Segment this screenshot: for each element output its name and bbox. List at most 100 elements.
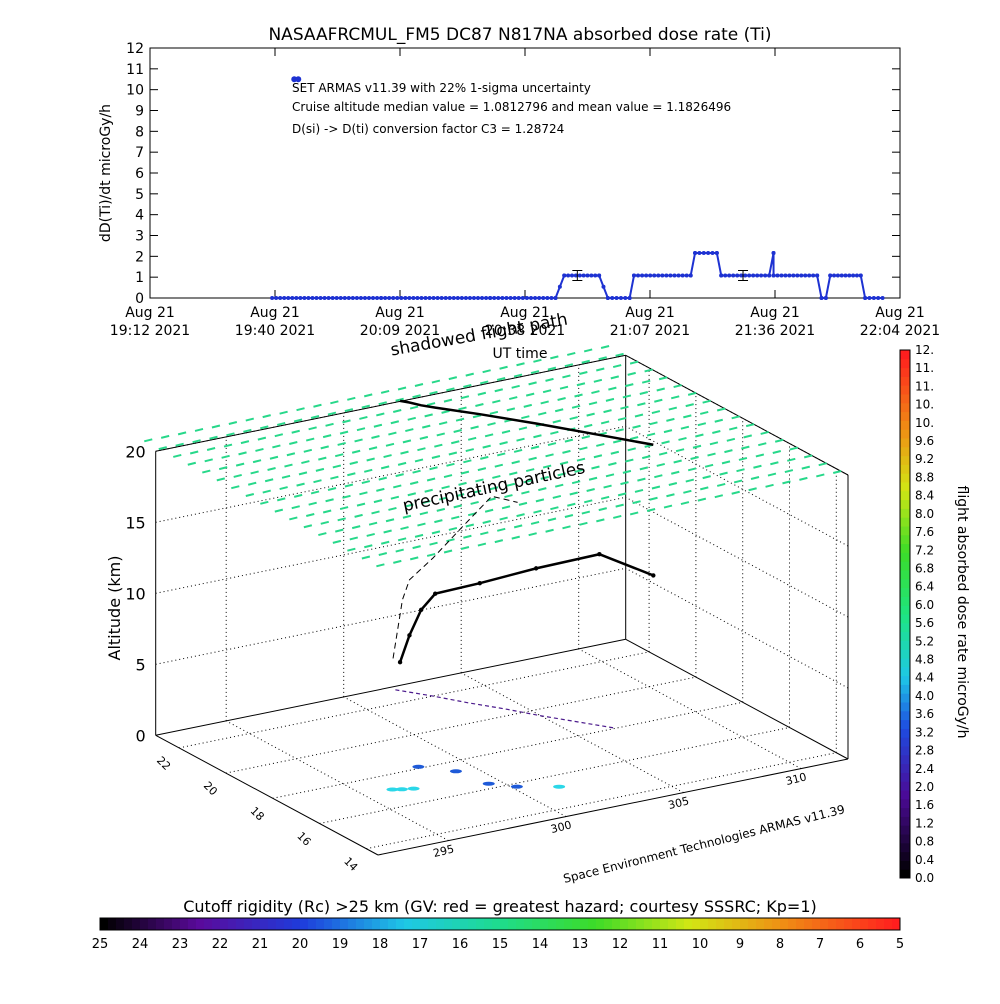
precipitating-particles-label: precipitating particles xyxy=(401,458,587,516)
particle-mark xyxy=(472,489,482,494)
bottom-colorbar-cell xyxy=(548,918,557,930)
flight-path-point xyxy=(433,591,438,596)
particle-mark xyxy=(426,552,436,557)
dose-rate-point xyxy=(569,273,574,278)
particle-mark xyxy=(293,418,303,423)
particle-mark xyxy=(475,478,484,483)
particle-mark xyxy=(731,490,740,495)
particle-mark xyxy=(218,466,228,471)
right-colorbar-cell xyxy=(900,728,910,738)
bottom-colorbar-cell xyxy=(772,918,781,930)
right-colorbar-cell xyxy=(900,499,910,509)
bottom-colorbar-cell xyxy=(156,918,165,930)
particle-mark xyxy=(245,493,255,497)
particle-mark xyxy=(380,389,390,394)
right-colorbar-cell xyxy=(900,658,910,668)
top-y-tick-label: 4 xyxy=(135,208,144,224)
particle-mark xyxy=(596,442,605,447)
particle-mark xyxy=(629,511,639,516)
dose-rate-point xyxy=(771,251,776,255)
dose-rate-point xyxy=(354,296,359,300)
particle-mark xyxy=(383,454,392,459)
particle-mark xyxy=(177,431,187,436)
bottom-colorbar-cell xyxy=(588,918,597,930)
particle-mark xyxy=(446,387,455,392)
particle-mark xyxy=(412,394,421,399)
particle-mark xyxy=(714,494,724,499)
right-colorbar-cell xyxy=(900,482,910,492)
dose-rate-point xyxy=(803,273,808,278)
particle-mark xyxy=(663,429,673,434)
dose-rate-point xyxy=(371,296,376,300)
bottom-colorbar-tick: 5 xyxy=(896,937,904,952)
bottom-colorbar-cell xyxy=(324,918,333,930)
top-y-tick-label: 2 xyxy=(135,249,144,265)
bottom-colorbar-cell xyxy=(260,918,269,930)
particle-mark xyxy=(347,396,356,401)
particle-mark xyxy=(538,411,547,416)
particle-mark xyxy=(318,456,327,461)
dose-rate-point xyxy=(322,296,327,300)
side-wall-grid xyxy=(625,567,849,689)
right-colorbar-cell xyxy=(900,561,910,571)
right-colorbar-cell xyxy=(900,411,910,421)
dose-rate-point xyxy=(819,296,824,300)
particle-mark xyxy=(683,489,692,494)
particle-mark xyxy=(240,440,250,445)
particle-mark xyxy=(453,429,462,433)
top-x-tick-time: 21:36 2021 xyxy=(735,323,815,339)
particle-mark xyxy=(390,495,400,500)
bottom-colorbar-cell xyxy=(452,918,461,930)
top-x-tick-time: 20:09 2021 xyxy=(360,323,440,339)
dose-rate-point xyxy=(640,273,645,278)
dose-rate-point xyxy=(541,296,546,300)
particle-mark xyxy=(269,455,279,460)
right-colorbar-cell xyxy=(900,394,910,404)
particle-mark xyxy=(376,487,385,492)
dose-rate-point xyxy=(614,296,619,300)
right-colorbar-cell xyxy=(900,719,910,729)
dose-rate-point xyxy=(447,296,452,300)
dose-rate-point xyxy=(500,296,505,300)
particle-mark xyxy=(489,410,499,415)
bottom-colorbar-cell xyxy=(852,918,861,930)
particle-mark xyxy=(646,432,656,437)
dose-rate-point xyxy=(358,296,363,300)
particle-mark xyxy=(530,370,540,375)
right-colorbar-cell xyxy=(900,578,910,589)
particle-mark xyxy=(784,469,794,474)
top-annotations: SET ARMAS v11.39 with 22% 1-sigma uncert… xyxy=(292,81,731,136)
particle-mark xyxy=(335,528,344,533)
particle-mark xyxy=(308,501,317,506)
particle-mark xyxy=(542,389,552,394)
bottom-colorbar-cell xyxy=(868,918,877,930)
particle-mark xyxy=(726,437,736,442)
particle-mark xyxy=(231,485,240,490)
particle-mark xyxy=(670,395,680,400)
dose-rate-point xyxy=(636,273,641,278)
bottom-colorbar-cell xyxy=(756,918,765,930)
particle-mark xyxy=(409,480,419,485)
dose-rate-point xyxy=(387,296,392,300)
particle-mark xyxy=(414,458,424,463)
particle-mark xyxy=(654,474,663,479)
bottom-colorbar-tick: 24 xyxy=(132,937,149,952)
particle-mark xyxy=(395,397,404,402)
particle-mark xyxy=(175,442,184,447)
top-y-tick-label: 3 xyxy=(135,229,144,245)
particle-mark xyxy=(654,398,663,403)
particle-mark xyxy=(550,355,559,360)
dose-rate-point xyxy=(581,273,586,278)
bottom-colorbar-tick: 23 xyxy=(172,937,189,952)
particle-mark xyxy=(359,415,368,420)
particle-mark xyxy=(753,464,762,469)
right-colorbar-tick: 6.4 xyxy=(915,580,934,594)
particle-mark xyxy=(644,368,653,373)
particle-mark xyxy=(393,484,402,489)
particle-mark xyxy=(296,482,305,487)
particle-mark xyxy=(301,460,310,465)
right-colorbar-cell xyxy=(900,517,910,527)
dose-rate-point xyxy=(362,296,367,300)
dose-rate-point xyxy=(791,273,796,278)
